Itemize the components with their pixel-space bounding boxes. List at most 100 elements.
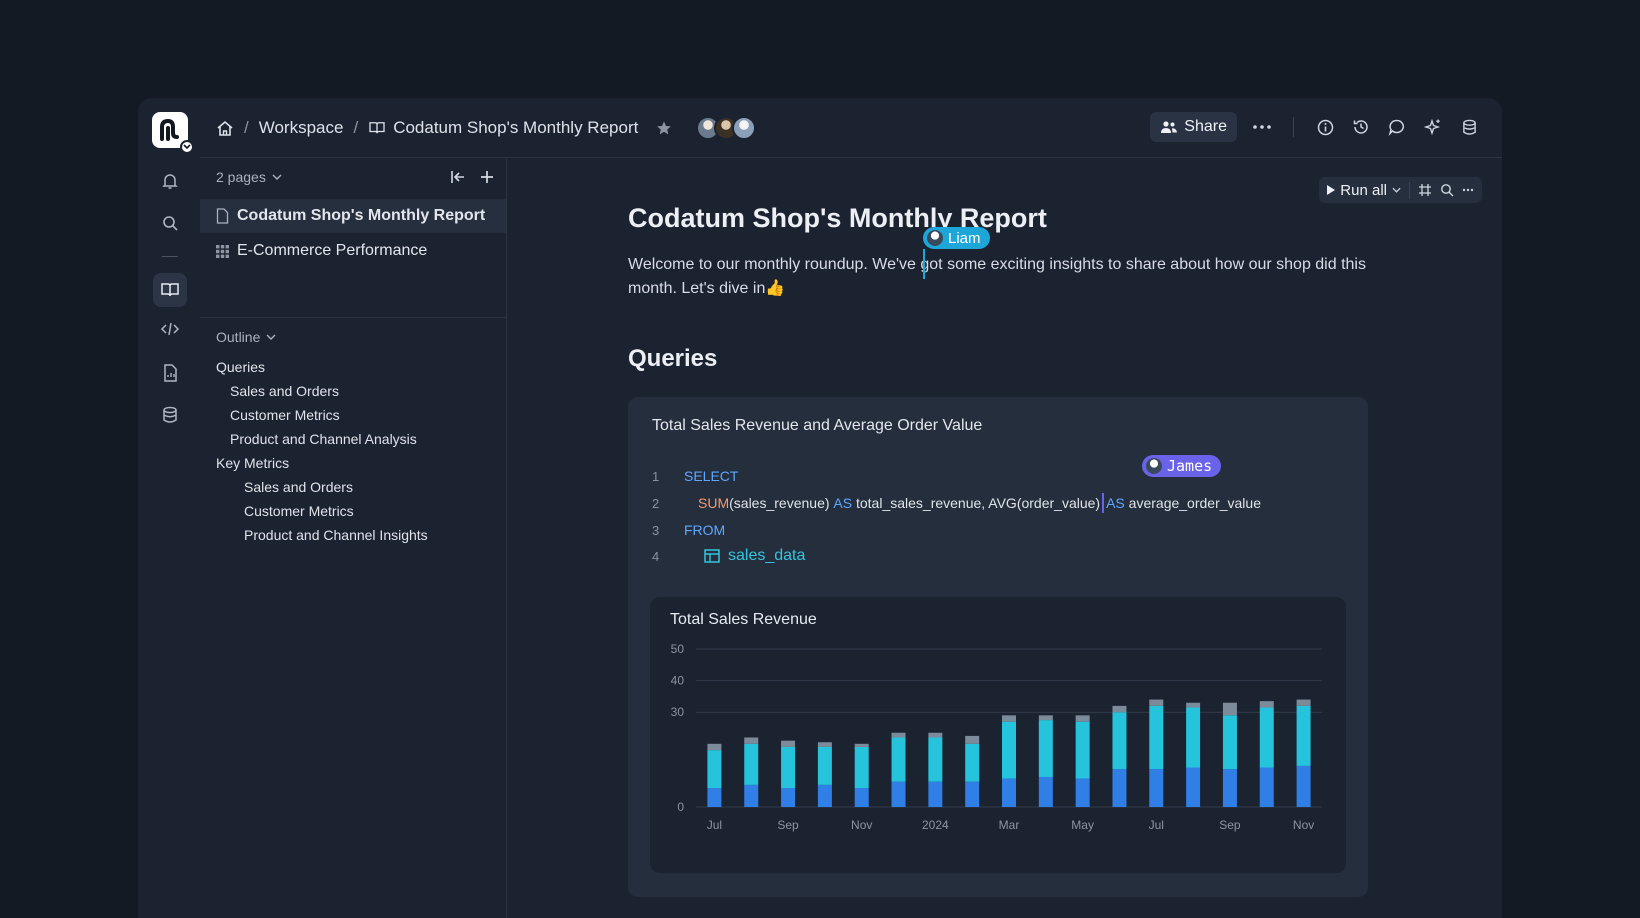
bar-segment: [1075, 715, 1090, 722]
outline-label: Outline: [216, 329, 261, 345]
more-icon[interactable]: [1462, 188, 1474, 192]
code-icon[interactable]: [153, 312, 187, 346]
outline-item[interactable]: Sales and Orders: [244, 479, 353, 495]
chevron-down-icon: [266, 334, 276, 340]
page-item-label: Codatum Shop's Monthly Report: [237, 207, 486, 224]
cursor-tag: James: [1142, 455, 1222, 477]
database-icon[interactable]: [1458, 116, 1480, 138]
intro-paragraph[interactable]: Welcome to our monthly roundup. We've go…: [628, 256, 1366, 297]
bar-segment: [1075, 778, 1090, 807]
page-item-ecommerce-performance[interactable]: E-Commerce Performance: [200, 234, 506, 268]
search-icon[interactable]: [153, 206, 187, 240]
top-actions: Share: [1150, 112, 1480, 142]
sql-text: (sales_revenue): [729, 495, 834, 511]
ai-sparkle-icon[interactable]: [1422, 116, 1444, 138]
line-number: 1: [652, 468, 660, 484]
bar-segment: [744, 743, 759, 785]
sql-keyword: AS: [1106, 495, 1125, 511]
share-label: Share: [1184, 118, 1227, 135]
line-number: 3: [652, 522, 660, 538]
chevron-down-icon[interactable]: [180, 140, 194, 154]
database-icon[interactable]: [153, 398, 187, 432]
report-icon[interactable]: [153, 356, 187, 390]
share-button[interactable]: Share: [1150, 112, 1237, 142]
notebook-icon[interactable]: [153, 273, 187, 307]
text-caret: [1102, 493, 1105, 513]
bell-icon[interactable]: [153, 164, 187, 198]
breadcrumb-separator: /: [244, 118, 249, 137]
avatar[interactable]: [732, 116, 757, 140]
bar-segment: [1149, 699, 1164, 706]
breadcrumb-notebook-label: Codatum Shop's Monthly Report: [393, 118, 639, 137]
section-heading[interactable]: Queries: [628, 345, 718, 372]
frame-icon[interactable]: [1418, 183, 1432, 197]
y-tick-label: 30: [671, 705, 685, 719]
breadcrumb-notebook[interactable]: Codatum Shop's Monthly Report: [368, 118, 638, 138]
y-tick-label: 40: [671, 674, 685, 688]
run-all-button[interactable]: Run all: [1327, 181, 1410, 199]
x-tick-label: 2024: [922, 818, 949, 832]
users-icon: [1160, 120, 1178, 134]
bar-segment: [707, 788, 722, 807]
cursor-tag: Liam: [923, 227, 990, 249]
bar-segment: [1038, 776, 1053, 807]
pages-header: 2 pages: [216, 169, 494, 185]
line-number: 2: [652, 495, 660, 511]
info-icon[interactable]: [1314, 116, 1336, 138]
comment-icon[interactable]: [1386, 116, 1408, 138]
document-icon: [216, 208, 229, 224]
bar-segment: [854, 788, 869, 807]
page-item-label: E-Commerce Performance: [237, 242, 428, 259]
pages-panel: 2 pages Codatum Shop's Monthly Report E-…: [200, 159, 507, 918]
bar-segment: [891, 732, 906, 738]
divider: [1293, 117, 1294, 137]
y-tick-label: 50: [671, 642, 685, 656]
outline-item[interactable]: Sales and Orders: [230, 383, 339, 399]
query-title[interactable]: Total Sales Revenue and Average Order Va…: [652, 417, 983, 434]
outline-item[interactable]: Key Metrics: [216, 455, 290, 471]
outline-item[interactable]: Customer Metrics: [230, 407, 340, 423]
more-icon[interactable]: [1251, 116, 1273, 138]
bar-segment: [928, 737, 943, 782]
pages-dropdown[interactable]: 2 pages: [216, 169, 282, 185]
add-page-icon[interactable]: [480, 170, 494, 184]
outline-item[interactable]: Product and Channel Analysis: [230, 431, 417, 447]
home-icon[interactable]: [216, 119, 234, 137]
bar-segment: [1186, 702, 1201, 708]
bar-segment: [1296, 699, 1311, 706]
chart-card[interactable]: Total Sales Revenue 0 30 40 50 Jul Sep Nov 2024…: [650, 597, 1346, 873]
bar-segment: [1002, 778, 1016, 807]
table-reference[interactable]: sales_data: [704, 547, 805, 565]
query-cell[interactable]: Total Sales Revenue and Average Order Va…: [628, 397, 1368, 897]
bar-segment: [1222, 769, 1237, 807]
breadcrumb-workspace[interactable]: Workspace: [258, 118, 344, 137]
line-number: 4: [652, 548, 660, 564]
panel-divider: [200, 317, 506, 318]
chart-title: Total Sales Revenue: [670, 611, 817, 628]
outline-toggle[interactable]: Outline: [216, 329, 276, 345]
search-icon[interactable]: [1440, 183, 1454, 197]
x-tick-label: Nov: [851, 818, 872, 832]
app-logo[interactable]: [152, 112, 194, 154]
left-rail: [138, 98, 200, 918]
top-bar: / Workspace / Codatum Shop's Monthly Rep…: [200, 98, 1502, 158]
bar-segment: [817, 742, 832, 747]
bar-segment: [1002, 715, 1016, 722]
bar-segment: [1149, 705, 1164, 770]
outline-item[interactable]: Product and Channel Insights: [244, 527, 428, 543]
star-icon[interactable]: [656, 120, 672, 136]
bar-segment: [1296, 705, 1311, 766]
sql-text: average_order_value: [1124, 495, 1261, 511]
page-item-monthly-report[interactable]: Codatum Shop's Monthly Report: [200, 199, 506, 233]
outline-item[interactable]: Queries: [216, 359, 266, 375]
sql-text: total_sales_revenue, AVG(order_value): [852, 495, 1101, 511]
collaborator-avatars[interactable]: [696, 116, 757, 140]
collapse-panel-icon[interactable]: [450, 170, 466, 184]
pages-count: 2 pages: [216, 169, 266, 185]
bar-segment: [965, 743, 980, 782]
bar-chart[interactable]: 0 30 40 50 Jul Sep Nov 2024 Mar May Jul Sep Nov: [650, 597, 1346, 873]
history-icon[interactable]: [1350, 116, 1372, 138]
bar-segment: [707, 750, 722, 789]
outline-item[interactable]: Customer Metrics: [244, 503, 354, 519]
outline-list: Queries Sales and Orders Customer Metric…: [216, 355, 498, 547]
